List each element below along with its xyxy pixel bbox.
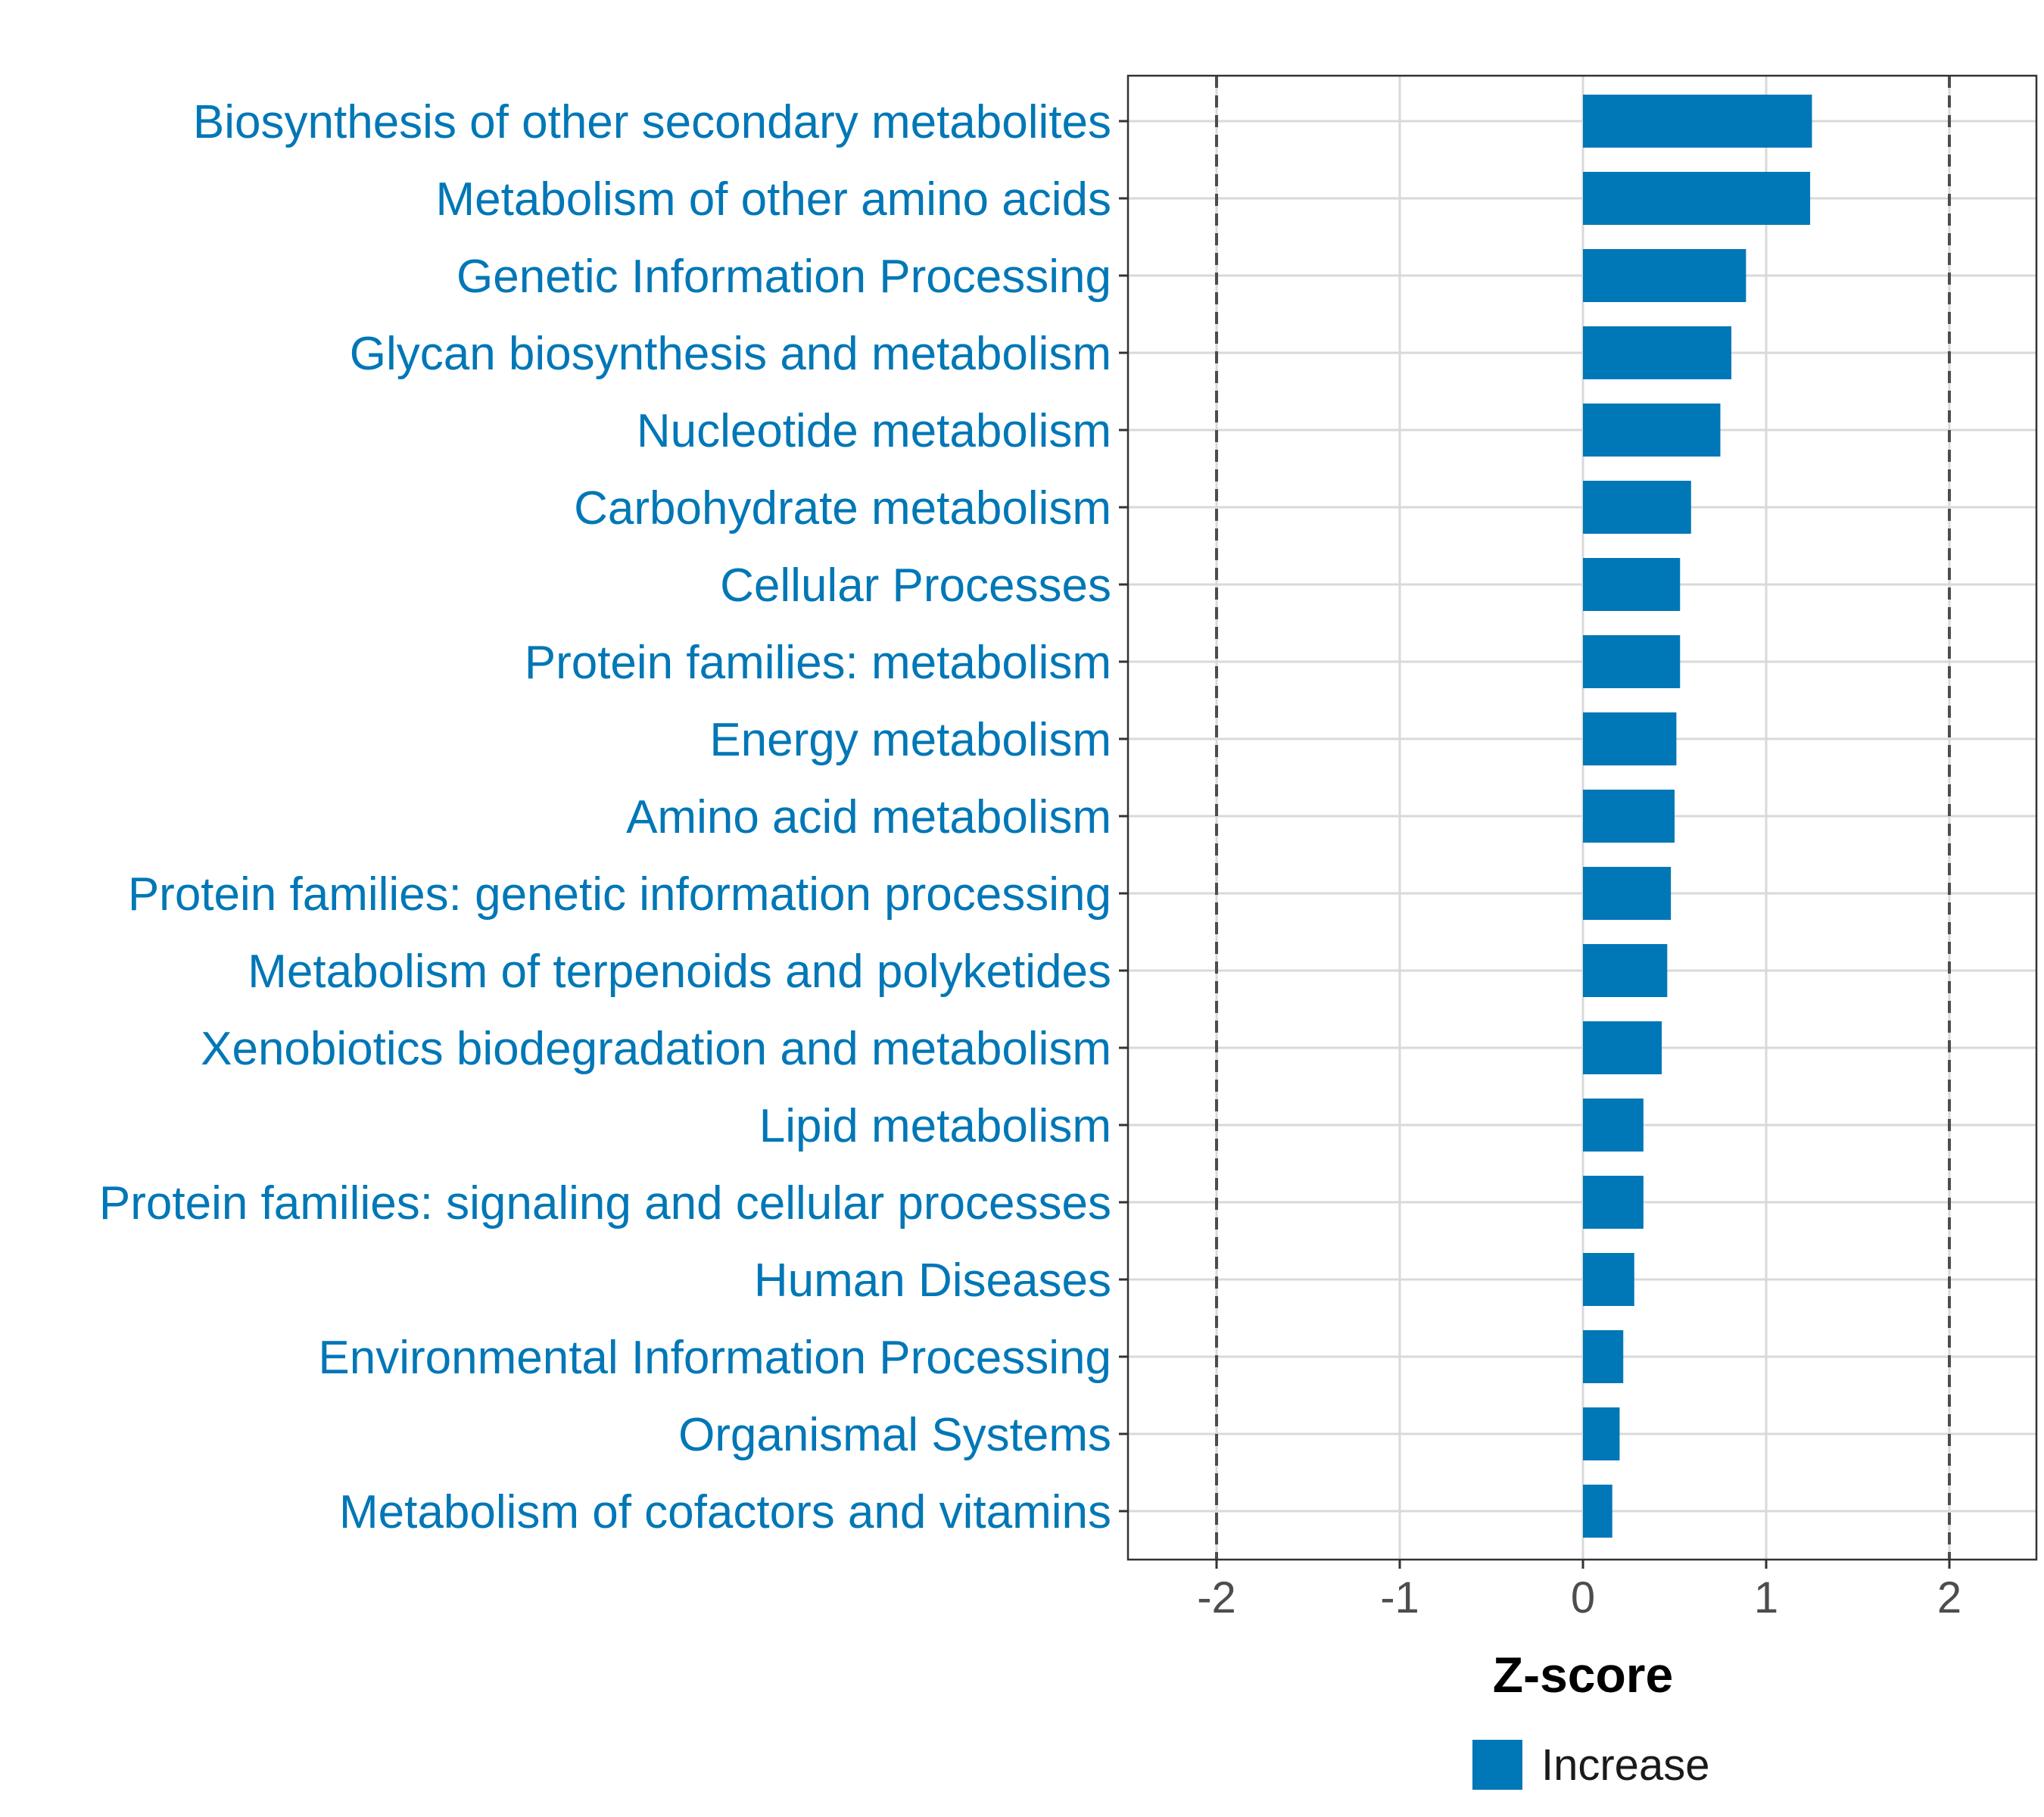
category-label-4: Nucleotide metabolism [637, 405, 1111, 457]
legend: Increase [1472, 1740, 1709, 1790]
category-label-2: Genetic Information Processing [456, 251, 1111, 303]
bar-7 [1583, 635, 1681, 688]
bar-12 [1583, 1021, 1662, 1074]
category-label-6: Cellular Processes [720, 559, 1111, 612]
x-tick-label-1: -1 [1380, 1573, 1419, 1622]
category-label-3: Glycan biosynthesis and metabolism [350, 328, 1111, 380]
bar-6 [1583, 558, 1681, 611]
category-label-9: Amino acid metabolism [626, 791, 1111, 843]
legend-label-increase: Increase [1541, 1741, 1709, 1790]
bar-11 [1583, 944, 1668, 997]
category-label-12: Xenobiotics biodegradation and metabolis… [201, 1023, 1111, 1075]
x-axis-title: Z-score [1493, 1647, 1673, 1703]
bar-8 [1583, 712, 1677, 765]
category-label-5: Carbohydrate metabolism [574, 482, 1111, 535]
bar-14 [1583, 1176, 1644, 1229]
legend-key-increase [1472, 1740, 1522, 1790]
bar-1 [1583, 172, 1811, 225]
bars [1583, 95, 1812, 1538]
category-label-15: Human Diseases [754, 1254, 1111, 1307]
bar-13 [1583, 1099, 1644, 1152]
grid-layer [1128, 76, 2036, 1560]
bar-5 [1583, 481, 1691, 534]
bar-4 [1583, 404, 1721, 457]
category-label-13: Lipid metabolism [759, 1100, 1111, 1152]
x-axis-ticks: -2 -1 0 1 2 [1197, 1560, 1961, 1622]
bar-9 [1583, 790, 1675, 843]
x-tick-label-2: 0 [1571, 1573, 1595, 1622]
bar-10 [1583, 867, 1672, 920]
bar-17 [1583, 1407, 1620, 1460]
category-label-11: Metabolism of terpenoids and polyketides [248, 946, 1111, 998]
bar-18 [1583, 1485, 1612, 1538]
reference-lines [1215, 76, 1951, 1560]
x-tick-label-0: -2 [1197, 1573, 1236, 1622]
bar-15 [1583, 1253, 1634, 1306]
category-label-18: Metabolism of cofactors and vitamins [339, 1486, 1111, 1538]
category-label-0: Biosynthesis of other secondary metaboli… [193, 96, 1111, 148]
category-label-17: Organismal Systems [678, 1409, 1111, 1461]
y-axis-ticks: Biosynthesis of other secondary metaboli… [99, 96, 1128, 1538]
bar-3 [1583, 326, 1732, 379]
category-label-14: Protein families: signaling and cellular… [99, 1177, 1111, 1230]
category-label-16: Environmental Information Processing [318, 1332, 1111, 1384]
bar-2 [1583, 249, 1746, 302]
category-label-8: Energy metabolism [709, 714, 1111, 766]
category-label-7: Protein families: metabolism [525, 637, 1111, 689]
x-tick-label-3: 1 [1754, 1573, 1778, 1622]
category-label-10: Protein families: genetic information pr… [128, 868, 1111, 921]
x-tick-label-4: 2 [1937, 1573, 1961, 1622]
category-label-1: Metabolism of other amino acids [435, 173, 1111, 226]
bar-0 [1583, 95, 1812, 148]
bar-16 [1583, 1330, 1624, 1383]
